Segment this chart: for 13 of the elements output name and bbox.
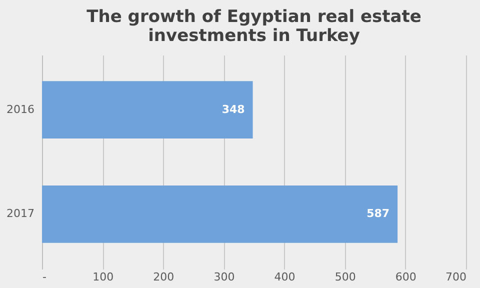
data-label: 348: [222, 102, 245, 116]
x-tick-label: 400: [274, 270, 296, 284]
y-tick-label: 2016: [6, 102, 34, 116]
x-tick-label: -: [42, 270, 46, 284]
data-label: 587: [366, 207, 390, 220]
x-tick-label: 100: [92, 270, 114, 284]
x-tick-label: 200: [153, 270, 174, 284]
chart-title: The growth of Egyptian real estate investments in Turkey: [86, 7, 422, 46]
y-tick-label: 2017: [6, 207, 34, 220]
x-tick-label: 500: [334, 270, 356, 284]
x-tick-label: 600: [395, 270, 416, 284]
x-tick-label: 300: [214, 270, 235, 284]
x-tick-label: 700: [446, 270, 466, 284]
